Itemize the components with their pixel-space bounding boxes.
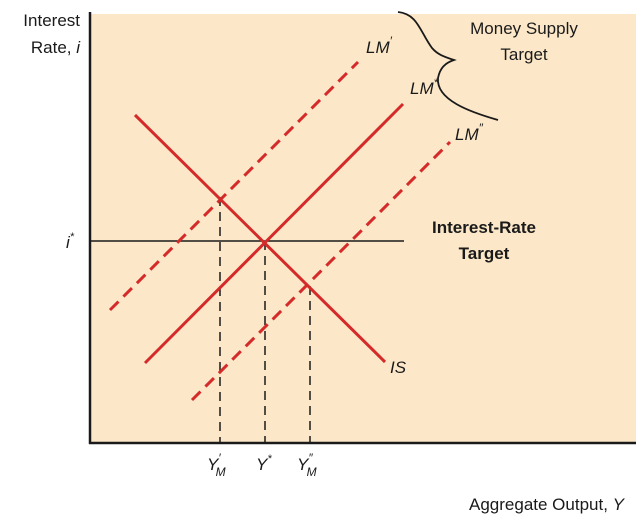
lm-star-curve: [143, 102, 405, 365]
tick-ym-double: Y″ M: [297, 451, 317, 479]
lm-prime-curve: [108, 60, 360, 312]
money-supply-label-line1: Money Supply: [470, 19, 578, 38]
money-supply-brace: [397, 11, 499, 121]
tick-y-star: Y*: [256, 453, 272, 474]
plot-panel: [90, 14, 636, 443]
y-axis-label-line2: Rate, i: [31, 38, 81, 57]
money-supply-label-line2: Target: [500, 45, 548, 64]
interest-rate-label-line1: Interest-Rate: [432, 218, 536, 237]
is-label: IS: [390, 358, 407, 377]
is-curve: [133, 113, 387, 364]
y-axis-label: Interest: [23, 11, 80, 30]
interest-rate-label-line2: Target: [459, 244, 510, 263]
i-star-label: i*: [66, 231, 75, 252]
lm-prime-label: LM′: [366, 34, 393, 57]
tick-ym-prime: Y′ M: [207, 451, 226, 479]
lm-double-curve: [190, 140, 452, 402]
y-axis-label-line1: Interest: [23, 11, 80, 30]
lm-double-label: LM″: [455, 121, 484, 144]
x-axis-label: Aggregate Output, Y: [469, 495, 626, 514]
lm-star-label: LM*: [410, 77, 439, 98]
